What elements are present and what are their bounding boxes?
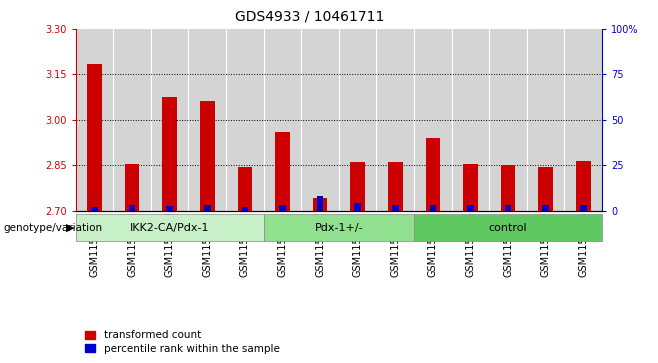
- Bar: [351, 162, 365, 211]
- Bar: [414, 214, 602, 241]
- Bar: [76, 29, 113, 211]
- Bar: [426, 138, 440, 211]
- Bar: [339, 29, 376, 211]
- Text: IKK2-CA/Pdx-1: IKK2-CA/Pdx-1: [130, 223, 209, 233]
- Bar: [355, 203, 361, 211]
- Bar: [451, 29, 490, 211]
- Bar: [580, 205, 586, 211]
- Bar: [113, 29, 151, 211]
- Bar: [313, 199, 327, 211]
- Legend: transformed count, percentile rank within the sample: transformed count, percentile rank withi…: [81, 326, 284, 358]
- Text: genotype/variation: genotype/variation: [3, 223, 103, 233]
- Bar: [430, 205, 436, 211]
- Bar: [241, 207, 248, 211]
- Bar: [376, 29, 414, 211]
- Bar: [163, 97, 177, 211]
- Text: control: control: [489, 223, 527, 233]
- Bar: [91, 207, 98, 211]
- Bar: [490, 29, 527, 211]
- Bar: [125, 164, 139, 211]
- Bar: [188, 29, 226, 211]
- Text: Pdx-1+/-: Pdx-1+/-: [315, 223, 363, 233]
- Bar: [542, 205, 549, 211]
- Bar: [576, 160, 590, 211]
- Bar: [200, 101, 215, 211]
- Bar: [388, 162, 403, 211]
- Bar: [527, 29, 565, 211]
- Bar: [505, 205, 511, 211]
- Bar: [264, 214, 414, 241]
- Bar: [204, 205, 211, 211]
- Bar: [264, 29, 301, 211]
- Bar: [392, 205, 399, 211]
- Bar: [226, 29, 264, 211]
- Text: ▶: ▶: [66, 223, 74, 233]
- Bar: [238, 167, 252, 211]
- Bar: [414, 29, 451, 211]
- Bar: [279, 205, 286, 211]
- Bar: [538, 167, 553, 211]
- Bar: [316, 196, 323, 211]
- Bar: [166, 206, 173, 211]
- Bar: [467, 205, 474, 211]
- Bar: [463, 164, 478, 211]
- Bar: [301, 29, 339, 211]
- Bar: [129, 205, 136, 211]
- Bar: [88, 64, 102, 211]
- Bar: [76, 214, 264, 241]
- Text: GDS4933 / 10461711: GDS4933 / 10461711: [234, 9, 384, 23]
- Bar: [151, 29, 188, 211]
- Bar: [275, 132, 290, 211]
- Bar: [565, 29, 602, 211]
- Bar: [501, 165, 515, 211]
